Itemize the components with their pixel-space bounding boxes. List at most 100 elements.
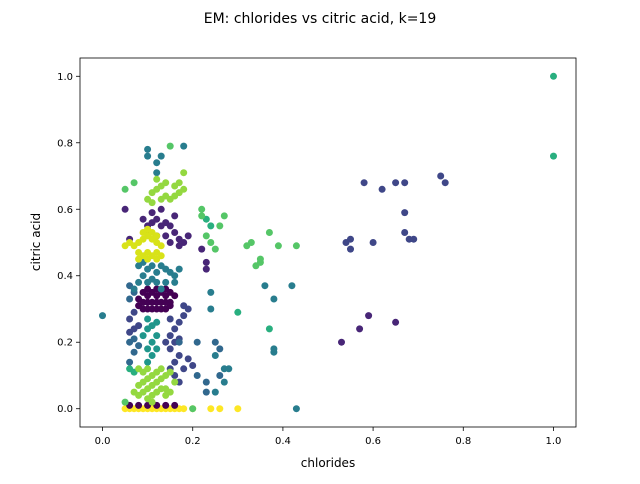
data-point-s3-8	[180, 312, 188, 320]
data-point-s6-5	[153, 332, 161, 340]
data-point-s4-2	[135, 342, 143, 350]
data-point-s4-1	[130, 348, 138, 356]
data-point-s1-5	[171, 401, 179, 409]
data-point-s5-21	[144, 145, 152, 153]
y-tick-label: 0.6	[57, 205, 73, 216]
data-point-s2-4	[153, 215, 161, 223]
data-point-s3-3	[126, 315, 134, 323]
data-point-s5-34	[292, 405, 300, 413]
data-point-s5-33	[288, 282, 296, 290]
chart-title: EM: chlorides vs citric acid, k=19	[204, 11, 437, 27]
data-point-s4-0	[126, 358, 134, 366]
data-point-s3-16	[171, 358, 179, 366]
data-point-s8-5	[207, 239, 215, 246]
data-point-s4-9	[193, 338, 201, 346]
data-point-s1-1	[135, 401, 143, 409]
data-point-s6-6	[144, 315, 152, 323]
data-point-s3-37	[369, 239, 377, 246]
data-point-s9-22	[148, 398, 156, 406]
data-point-s5-3	[139, 272, 147, 280]
data-point-s2-23	[356, 325, 364, 333]
data-point-s3-35	[342, 239, 350, 246]
data-point-s3-2	[135, 322, 143, 330]
data-point-s8-16	[130, 179, 138, 187]
data-point-s3-6	[171, 325, 179, 333]
data-point-s5-26	[207, 305, 215, 313]
data-point-s4-13	[202, 388, 210, 396]
data-point-s2-1	[139, 215, 147, 223]
data-point-s2-7	[166, 222, 174, 230]
data-point-s9-19	[157, 385, 165, 393]
x-tick-label: 1.0	[546, 436, 562, 447]
data-point-s9-23	[162, 391, 170, 399]
data-point-s5-23	[180, 142, 188, 150]
data-point-s8-18	[121, 398, 129, 406]
data-point-s3-17	[180, 365, 188, 373]
data-point-s8-15	[121, 185, 129, 193]
data-point-s5-19	[148, 275, 156, 283]
data-point-s6-10	[153, 318, 161, 326]
data-point-s7-3	[550, 152, 557, 160]
data-point-s3-24	[360, 179, 368, 187]
plot-frame	[79, 57, 577, 428]
data-point-s3-36	[347, 245, 354, 253]
data-point-s5-5	[148, 262, 156, 270]
data-point-s8-4	[202, 232, 210, 240]
x-tick-label: 0.8	[455, 436, 471, 447]
data-point-s9-21	[144, 365, 152, 373]
data-point-s5-10	[171, 272, 179, 280]
x-tick-label: 0.4	[275, 436, 291, 447]
x-tick-label: 0.0	[95, 436, 111, 447]
data-point-s4-12	[202, 378, 210, 386]
data-point-s9-24	[171, 378, 179, 386]
data-point-s3-9	[166, 315, 174, 323]
data-point-s5-38	[270, 345, 278, 353]
data-point-s8-0	[198, 205, 206, 213]
data-point-s10-21	[153, 255, 161, 263]
data-point-s8-1	[198, 212, 206, 220]
data-point-s3-23	[162, 338, 170, 346]
data-point-s3-27	[401, 179, 409, 187]
data-point-s3-14	[166, 345, 174, 353]
data-point-s5-27	[207, 288, 215, 296]
data-point-s6-2	[148, 338, 156, 346]
data-point-s2-18	[157, 205, 165, 213]
data-point-s5-0	[99, 312, 106, 320]
data-point-s8-9	[265, 229, 273, 236]
x-tick-label: 0.6	[365, 436, 381, 447]
data-point-s3-25	[378, 185, 386, 193]
data-point-s2-20	[202, 265, 210, 273]
data-point-s2-11	[171, 229, 179, 236]
data-point-s3-29	[441, 179, 449, 187]
data-point-s2-16	[175, 242, 183, 250]
y-tick-label: 0.2	[57, 338, 73, 349]
data-point-s8-17	[166, 142, 174, 150]
data-point-s2-14	[184, 232, 192, 240]
data-point-s2-24	[365, 312, 373, 320]
data-point-s5-22	[153, 159, 161, 167]
data-point-s6-3	[144, 345, 152, 353]
y-axis-label: citric acid	[29, 213, 43, 271]
data-point-s2-25	[392, 318, 400, 326]
data-point-s2-22	[198, 245, 206, 253]
data-point-s9-26	[135, 365, 143, 373]
data-points	[99, 72, 557, 413]
data-point-s3-5	[166, 332, 174, 340]
data-point-s5-2	[135, 278, 143, 286]
data-point-s2-21	[202, 258, 210, 266]
data-point-s3-28	[437, 172, 445, 180]
data-point-s7-4	[207, 222, 215, 230]
data-point-s1-4	[162, 401, 170, 409]
data-point-s5-18	[157, 285, 165, 293]
x-tick-label: 0.2	[185, 436, 201, 447]
data-point-s5-35	[261, 282, 269, 290]
data-point-s4-5	[126, 295, 134, 303]
data-point-s1-20	[166, 298, 174, 306]
data-point-s2-17	[148, 209, 156, 217]
data-point-s4-4	[130, 335, 138, 343]
data-point-s9-33	[148, 199, 156, 207]
data-point-s3-33	[410, 235, 418, 243]
data-point-s5-11	[175, 265, 183, 273]
data-point-s6-9	[144, 358, 152, 366]
data-point-s10-20	[144, 255, 152, 263]
